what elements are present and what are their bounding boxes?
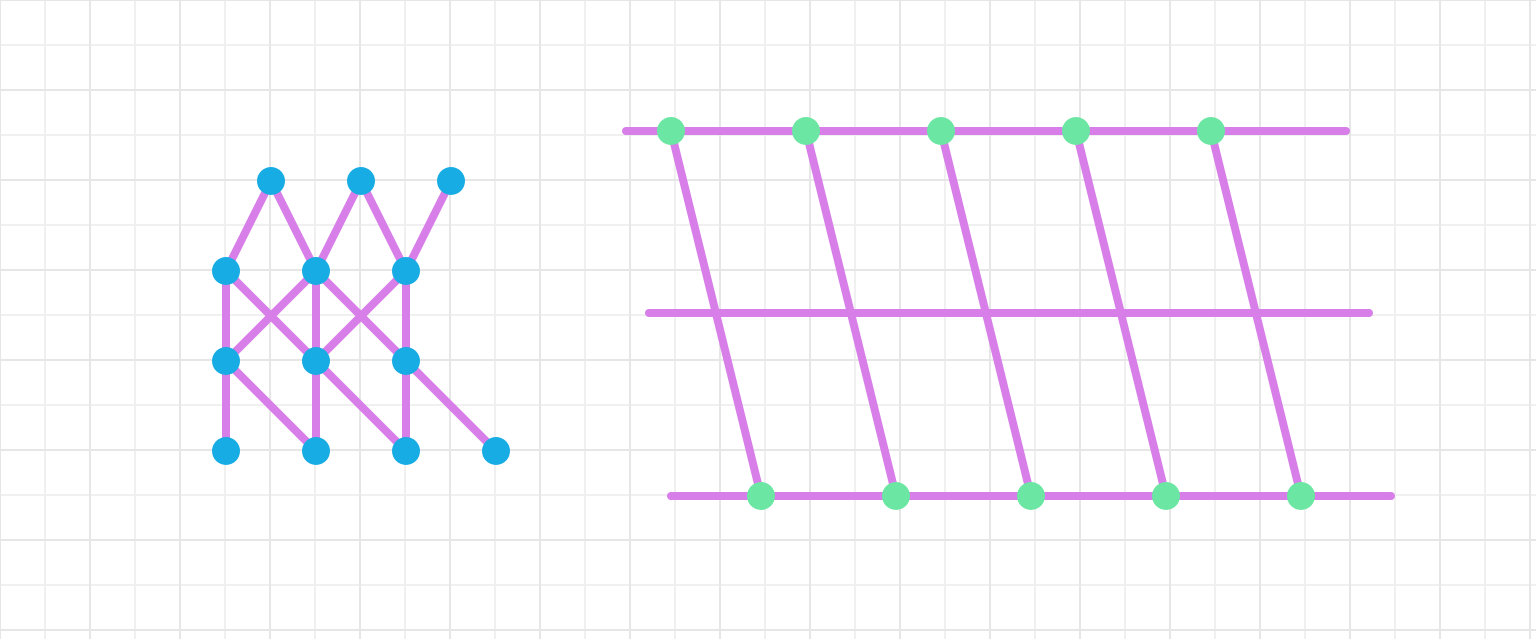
node (347, 167, 375, 195)
node (1062, 117, 1090, 145)
node (1017, 482, 1045, 510)
node (792, 117, 820, 145)
node (212, 347, 240, 375)
node (747, 482, 775, 510)
node (1152, 482, 1180, 510)
node (212, 437, 240, 465)
node (392, 257, 420, 285)
node (882, 482, 910, 510)
node (392, 437, 420, 465)
node (212, 257, 240, 285)
node (302, 347, 330, 375)
diagram-canvas (0, 0, 1536, 639)
node (437, 167, 465, 195)
node (392, 347, 420, 375)
node (657, 117, 685, 145)
node (302, 437, 330, 465)
node (927, 117, 955, 145)
node (302, 257, 330, 285)
node (482, 437, 510, 465)
node (257, 167, 285, 195)
node (1197, 117, 1225, 145)
node (1287, 482, 1315, 510)
